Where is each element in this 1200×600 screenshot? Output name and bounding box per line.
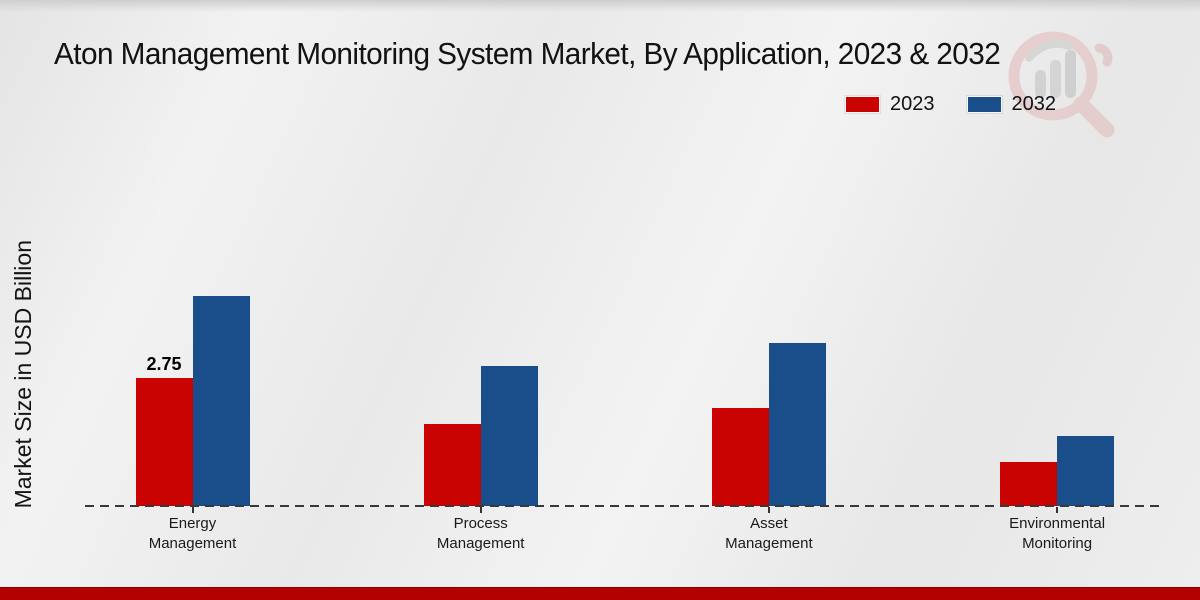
y-axis-label-wrap: Market Size in USD Billion [2,208,44,540]
legend-item-2023: 2023 [845,93,935,116]
x-axis-tick [191,507,194,513]
category-label-process-management: Process Management [436,515,525,552]
bar-2032-environmental-monitoring [1057,436,1115,506]
bar-2032-process-management [480,366,538,506]
legend-label-2032: 2032 [1011,93,1057,115]
bar-2023-environmental-monitoring [1000,462,1058,506]
legend-label-2023: 2023 [890,93,935,115]
chart-title: Aton Management Monitoring System Market… [54,36,1001,71]
legend-item-2032: 2032 [966,93,1057,116]
legend: 2023 2032 [845,93,1088,116]
x-axis-tick [767,507,770,513]
bar-2032-asset-management [768,343,826,506]
category-label-energy-management: Energy Management [148,515,237,552]
bar-2023-asset-management [711,408,769,506]
zero-baseline-dashed [85,505,1163,507]
legend-swatch-2023 [845,96,880,113]
category-label-asset-management: Asset Management [725,515,813,552]
magnifier-bar-chart-logo-watermark-icon [1008,31,1115,138]
bar-2023-process-management [423,424,481,506]
x-axis-tick [1056,507,1059,513]
bar-2023-energy-management [135,378,193,506]
x-axis-tick [479,507,482,513]
category-label-environmental-monitoring: Environmental Monitoring [1009,515,1106,552]
footer-stripe [0,587,1200,600]
y-axis-label: Market Size in USD Billion [9,239,36,509]
legend-swatch-2032 [966,96,1002,113]
bar-2032-energy-management [192,296,250,506]
data-label-2023-energy-management: 2.75 [146,354,182,374]
